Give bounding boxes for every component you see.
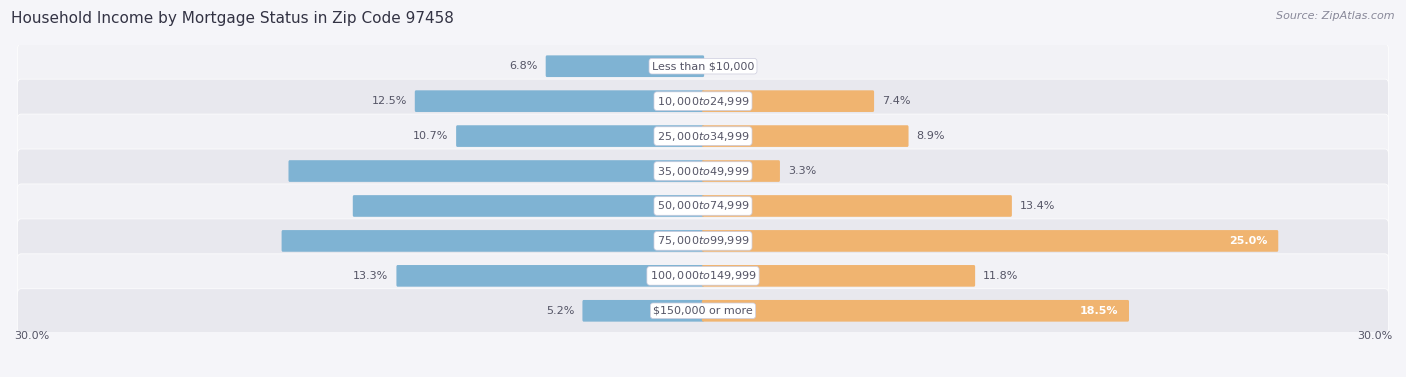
- Text: 5.2%: 5.2%: [546, 306, 575, 316]
- Text: 12.5%: 12.5%: [371, 96, 406, 106]
- Text: $10,000 to $24,999: $10,000 to $24,999: [657, 95, 749, 108]
- Text: $100,000 to $149,999: $100,000 to $149,999: [650, 269, 756, 282]
- FancyBboxPatch shape: [288, 160, 704, 182]
- Text: $50,000 to $74,999: $50,000 to $74,999: [657, 199, 749, 213]
- FancyBboxPatch shape: [17, 184, 1389, 228]
- FancyBboxPatch shape: [17, 79, 1389, 123]
- FancyBboxPatch shape: [353, 195, 704, 217]
- Text: 13.3%: 13.3%: [353, 271, 388, 281]
- Text: 18.0%: 18.0%: [655, 166, 693, 176]
- Text: 18.5%: 18.5%: [1080, 306, 1119, 316]
- FancyBboxPatch shape: [702, 195, 1012, 217]
- FancyBboxPatch shape: [415, 90, 704, 112]
- Text: Less than $10,000: Less than $10,000: [652, 61, 754, 71]
- Text: $35,000 to $49,999: $35,000 to $49,999: [657, 164, 749, 178]
- Text: $25,000 to $34,999: $25,000 to $34,999: [657, 130, 749, 143]
- Text: $75,000 to $99,999: $75,000 to $99,999: [657, 234, 749, 247]
- Text: 6.8%: 6.8%: [509, 61, 537, 71]
- FancyBboxPatch shape: [17, 44, 1389, 88]
- FancyBboxPatch shape: [17, 149, 1389, 193]
- FancyBboxPatch shape: [17, 289, 1389, 333]
- Text: 25.0%: 25.0%: [1230, 236, 1268, 246]
- Text: Source: ZipAtlas.com: Source: ZipAtlas.com: [1277, 11, 1395, 21]
- Text: Household Income by Mortgage Status in Zip Code 97458: Household Income by Mortgage Status in Z…: [11, 11, 454, 26]
- FancyBboxPatch shape: [281, 230, 704, 252]
- FancyBboxPatch shape: [702, 160, 780, 182]
- Text: 30.0%: 30.0%: [1357, 331, 1392, 341]
- FancyBboxPatch shape: [582, 300, 704, 322]
- Text: 13.4%: 13.4%: [1019, 201, 1056, 211]
- FancyBboxPatch shape: [456, 125, 704, 147]
- Text: 11.8%: 11.8%: [983, 271, 1018, 281]
- FancyBboxPatch shape: [17, 219, 1389, 263]
- Text: 15.2%: 15.2%: [655, 201, 693, 211]
- FancyBboxPatch shape: [702, 265, 976, 287]
- FancyBboxPatch shape: [702, 90, 875, 112]
- FancyBboxPatch shape: [17, 254, 1389, 298]
- FancyBboxPatch shape: [702, 125, 908, 147]
- FancyBboxPatch shape: [546, 55, 704, 77]
- FancyBboxPatch shape: [396, 265, 704, 287]
- Text: 30.0%: 30.0%: [14, 331, 49, 341]
- Text: 0.0%: 0.0%: [713, 61, 741, 71]
- FancyBboxPatch shape: [702, 300, 1129, 322]
- Text: 18.3%: 18.3%: [655, 236, 693, 246]
- Text: 10.7%: 10.7%: [413, 131, 449, 141]
- Text: $150,000 or more: $150,000 or more: [654, 306, 752, 316]
- Text: 7.4%: 7.4%: [882, 96, 911, 106]
- Text: 3.3%: 3.3%: [787, 166, 817, 176]
- FancyBboxPatch shape: [17, 114, 1389, 158]
- FancyBboxPatch shape: [702, 230, 1278, 252]
- Text: 8.9%: 8.9%: [917, 131, 945, 141]
